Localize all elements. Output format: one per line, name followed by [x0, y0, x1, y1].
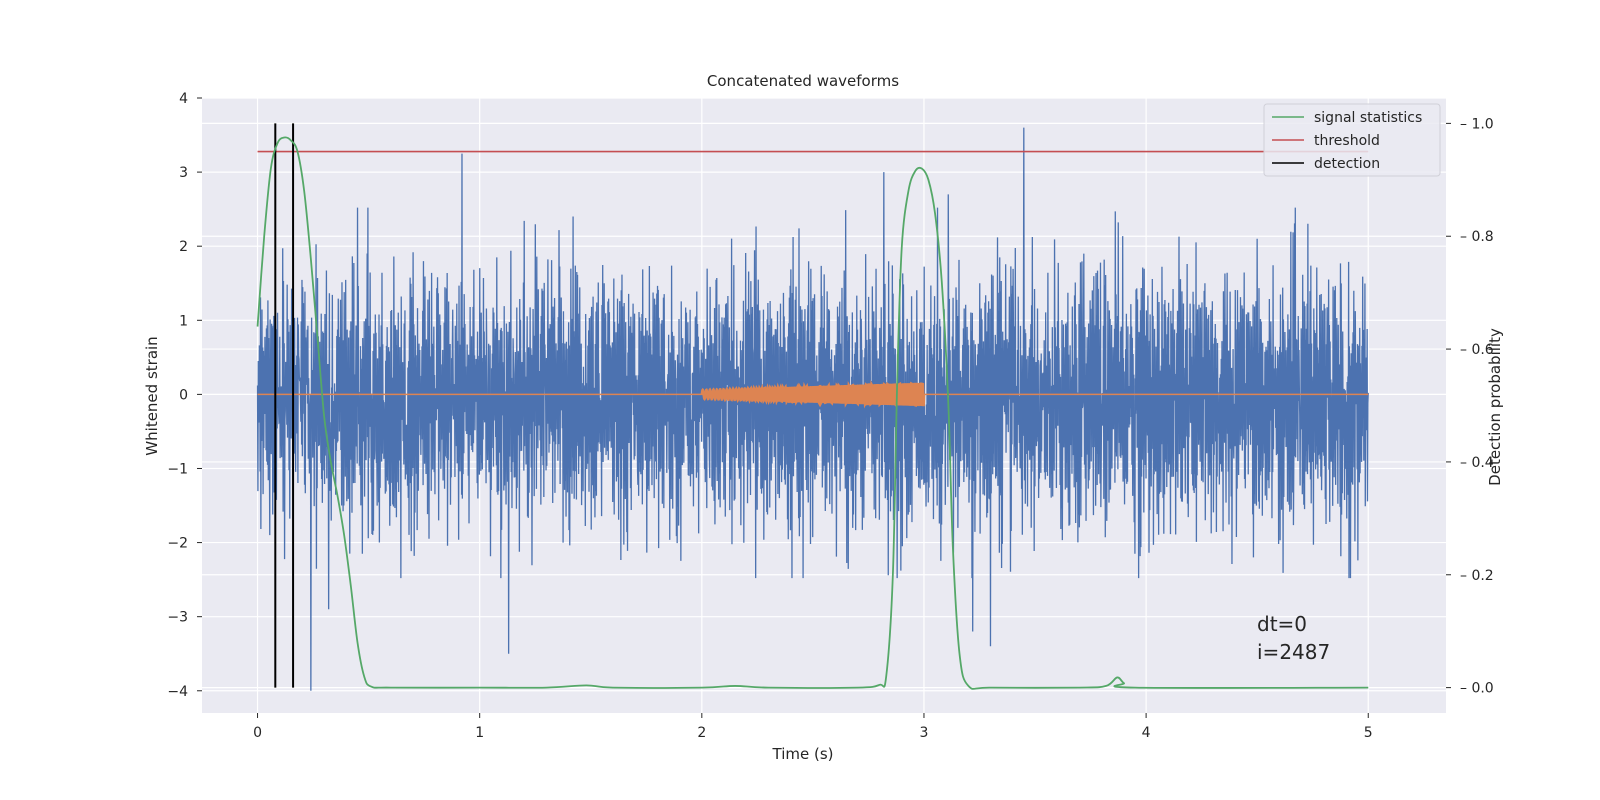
- signal-statistics-line: [256, 136, 1369, 690]
- annotation-line-index: i=2487: [1257, 640, 1330, 664]
- y-tick-label: 0: [179, 387, 188, 403]
- y2-tick-label: – 1.0: [1460, 116, 1494, 132]
- y2-axis-label: Detection probability: [1486, 328, 1504, 486]
- y2-tick-label: – 0.8: [1460, 229, 1494, 245]
- y-axis-ticks: −4 −3 −2 −1 0 1 2 3 4: [167, 91, 202, 700]
- y2-tick-label: – 0.0: [1460, 681, 1494, 697]
- strain-line: [256, 127, 1369, 691]
- legend-label-threshold: threshold: [1314, 133, 1380, 149]
- x-tick-label: 1: [475, 725, 484, 741]
- annotation-line-dt: dt=0: [1257, 612, 1307, 636]
- y-tick-label: −4: [167, 684, 188, 700]
- signal-statistics-series: [256, 136, 1369, 690]
- y2-axis-ticks: – 0.0 – 0.2 – 0.4 – 0.6 – 0.8 – 1.0: [1446, 116, 1494, 697]
- x-tick-label: 3: [920, 725, 929, 741]
- x-tick-label: 4: [1142, 725, 1151, 741]
- y-tick-label: −3: [167, 610, 188, 626]
- annotation: dt=0 i=2487: [1257, 612, 1330, 664]
- strain-series: [256, 127, 1369, 691]
- y2-tick-label: – 0.6: [1460, 342, 1494, 358]
- template-chirp: [700, 379, 926, 409]
- legend-box: [1263, 103, 1441, 177]
- y-tick-label: 3: [179, 165, 188, 181]
- y-tick-label: 2: [179, 239, 188, 255]
- y-tick-label: −2: [167, 536, 188, 552]
- legend-label-signal-statistics: signal statistics: [1314, 110, 1422, 126]
- y-tick-label: 4: [179, 91, 188, 107]
- x-axis-ticks: 0 1 2 3 4 5: [253, 713, 1373, 741]
- y-axis-label: Whitened strain: [143, 336, 161, 455]
- legend: signal statistics threshold detection: [1263, 103, 1441, 177]
- x-tick-label: 0: [253, 725, 262, 741]
- template-series: [257, 379, 1369, 409]
- x-tick-label: 2: [697, 725, 706, 741]
- y2-tick-label: – 0.2: [1460, 568, 1494, 584]
- y-tick-label: −1: [167, 461, 188, 477]
- y2-tick-label: – 0.4: [1460, 455, 1494, 471]
- x-tick-label: 5: [1364, 725, 1373, 741]
- chart-title: Concatenated waveforms: [707, 72, 899, 90]
- x-axis-label: Time (s): [772, 745, 834, 763]
- legend-label-detection: detection: [1314, 156, 1380, 172]
- y-tick-label: 1: [179, 313, 188, 329]
- detection-series: [274, 123, 295, 688]
